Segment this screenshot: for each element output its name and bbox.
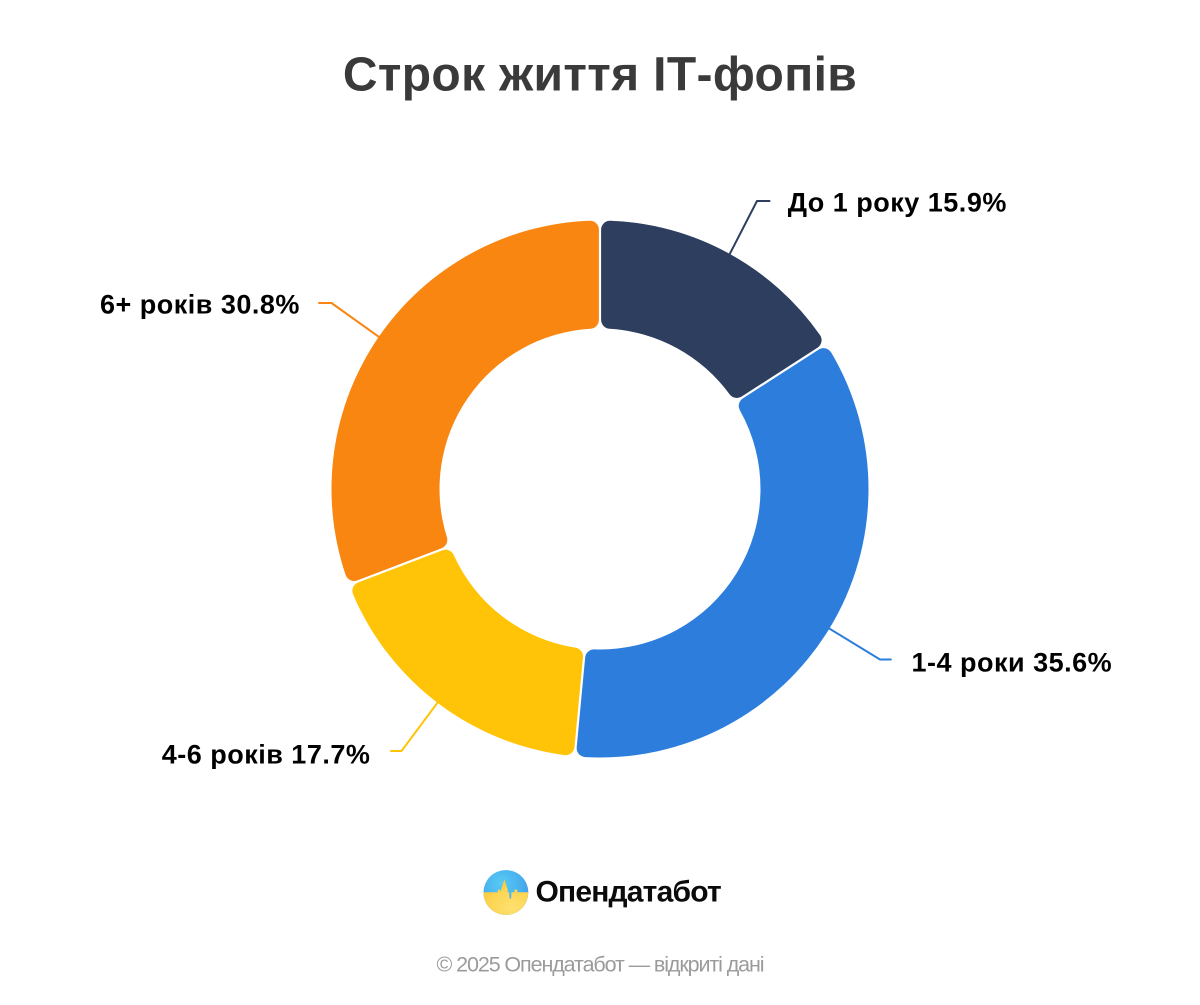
svg-text:1-4 роки 35.6%: 1-4 роки 35.6% <box>912 648 1113 678</box>
svg-text:4-6 років 17.7%: 4-6 років 17.7% <box>162 739 371 769</box>
svg-text:6+ років 30.8%: 6+ років 30.8% <box>100 290 300 320</box>
svg-text:До 1 року 15.9%: До 1 року 15.9% <box>788 188 1007 218</box>
svg-text:Строк життя ІТ-фопів: Строк життя ІТ-фопів <box>343 49 857 102</box>
svg-text:© 2025 Опендатабот — відкриті: © 2025 Опендатабот — відкриті дані <box>437 952 764 976</box>
svg-text:Опендатабот: Опендатабот <box>536 876 721 909</box>
